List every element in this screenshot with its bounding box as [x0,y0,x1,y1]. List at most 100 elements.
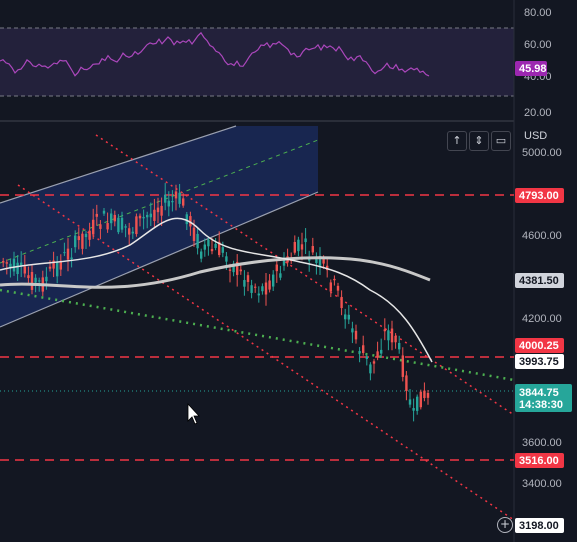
candle-body [153,209,156,221]
mouse-cursor-icon [187,402,200,425]
svg-text:45.98: 45.98 [519,63,547,75]
candle-body [59,260,62,270]
candle-body [264,282,268,295]
plus-circle-icon[interactable]: + [497,517,513,533]
candle-body [174,191,178,199]
candle-body [52,260,55,269]
maximize-icon[interactable]: ▭ [491,131,511,151]
candle-body [275,264,278,272]
candle-body [9,263,12,268]
tag-resistance-high: 4793.00 [515,188,564,203]
candle-body [390,328,394,343]
candle-body [160,205,163,216]
candle-body [88,230,91,240]
arrow-up-icon[interactable]: ↑ [447,131,467,151]
candle-body [128,228,131,235]
candle-body [344,314,347,320]
candle-body [419,391,422,408]
candles [2,182,430,422]
candle-body [311,246,314,253]
slow-moving-average [0,256,431,289]
candle-body [221,247,224,253]
downtrend-line-lower[interactable] [17,184,515,521]
candle-body [164,194,167,203]
candle-body [2,261,5,263]
candle-body [95,213,98,217]
tag-bottom: 3198.00 [515,518,564,533]
candle-body [167,200,170,207]
candle-body [423,390,426,399]
compress-icon[interactable]: ⇕ [469,131,489,151]
candle-body [12,258,16,272]
candle-body [30,271,34,290]
fast-moving-average [0,217,433,363]
candle-body [412,408,415,411]
candle-body [243,280,246,287]
candle-body [254,286,257,288]
tag-support: 3516.00 [515,453,564,468]
channel-lower-line [0,191,319,328]
svg-text:3844.75: 3844.75 [519,387,559,399]
candle-body [110,213,113,224]
candle-body [182,198,185,206]
candle-body [48,266,52,269]
svg-text:4793.00: 4793.00 [519,190,559,202]
rsi-band-fill [0,28,514,96]
candle-body [376,351,379,358]
svg-text:3516.00: 3516.00 [519,455,559,467]
candle-body [232,263,235,273]
currency-selector[interactable]: USD [524,130,548,142]
candle-body [149,213,152,218]
candle-body [146,214,149,218]
candle-body [282,258,286,266]
candle-body [340,296,343,309]
candle-body [192,227,196,241]
price-tick-5000: 5000.00 [522,147,562,159]
rsi-panel [0,27,514,97]
price-tick-3600: 3600.00 [522,437,562,449]
price-axis[interactable]: 5000.00 4600.00 4200.00 3600.00 3400.00 [522,147,562,490]
candle-body [45,276,48,282]
candle-body [38,280,41,282]
candle-body [416,396,419,411]
candle-body [272,274,275,287]
candle-body [99,224,102,229]
candle-body [297,239,300,252]
price-tick-3400: 3400.00 [522,478,562,490]
candle-body [369,364,372,374]
candle-body [225,256,228,262]
candle-body [218,241,221,256]
candle-body [113,214,116,222]
candle-body [20,262,23,266]
candle-body [318,255,322,266]
candle-body [156,207,160,213]
candle-body [74,235,77,248]
candle-body [196,233,199,249]
rsi-line [0,31,430,77]
svg-text:3198.00: 3198.00 [519,520,559,532]
candle-body [336,285,340,291]
candle-body [308,258,311,261]
rsi-tick-20: 20.00 [524,107,552,119]
candle-body [189,216,192,227]
candle-body [261,286,264,292]
candle-body [322,258,325,264]
candle-body [380,349,383,354]
candle-body [178,192,181,204]
candle-body [131,231,134,234]
candle-body [362,345,365,353]
candle-body [23,266,26,274]
tag-resistance-mid: 4000.25 [515,338,564,353]
green-trendline[interactable] [0,288,515,382]
channel-median-line [0,139,319,264]
candle-body [257,293,260,296]
candle-body [135,216,138,235]
svg-text:4000.25: 4000.25 [519,340,559,352]
candle-body [358,351,361,353]
svg-text:4381.50: 4381.50 [519,275,559,287]
candle-body [300,244,304,250]
candle-body [279,273,282,278]
candle-body [66,248,70,260]
